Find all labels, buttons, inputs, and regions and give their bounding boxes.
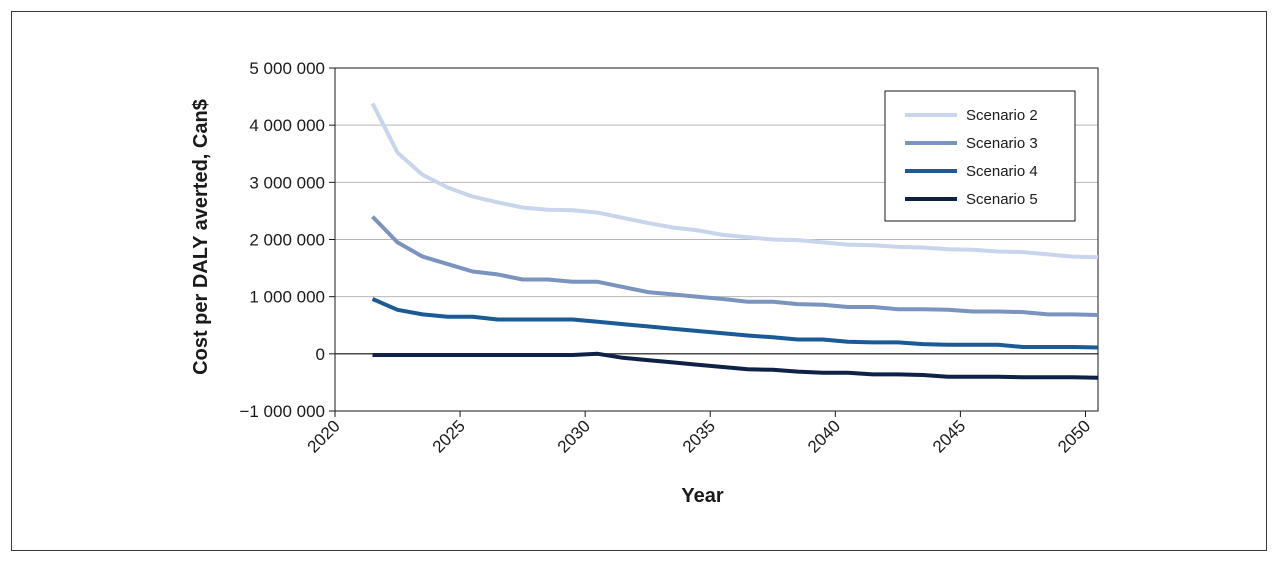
series-line-scenario-5	[372, 351, 1099, 380]
y-tick-label: 1 000 000	[249, 288, 325, 307]
y-tick-label: 0	[316, 345, 325, 364]
x-tick-label: 2040	[804, 416, 844, 456]
y-tick-label: 4 000 000	[249, 116, 325, 135]
series-line-scenario-4	[371, 297, 1099, 350]
legend: Scenario 2 Scenario 3 Scenario 4 Scenario 5	[884, 90, 1076, 222]
series-line-scenario-3	[371, 215, 1099, 317]
y-axis-title: Cost per DALY averted, Can$	[190, 99, 212, 375]
x-axis-title: Year	[681, 485, 723, 507]
legend-label: Scenario 2	[966, 107, 1038, 124]
series-line-scenario-2	[370, 102, 1099, 260]
y-tick-label: 5 000 000	[249, 59, 325, 78]
x-tick-label: 2025	[429, 416, 469, 456]
y-tick-label: −1 000 000	[239, 402, 325, 421]
y-tick-label: 3 000 000	[249, 173, 325, 192]
legend-label: Scenario 3	[966, 135, 1038, 152]
x-tick-label: 2050	[1054, 416, 1094, 456]
legend-label: Scenario 4	[966, 163, 1038, 180]
legend-label: Scenario 5	[966, 191, 1038, 208]
series-lines	[370, 102, 1099, 380]
x-tick-label: 2020	[304, 416, 344, 456]
x-tick-label: 2045	[929, 416, 969, 456]
figure-frame	[11, 11, 1267, 551]
y-tick-label: 2 000 000	[249, 231, 325, 250]
x-tick-label: 2035	[679, 416, 719, 456]
x-tick-label: 2030	[554, 416, 594, 456]
